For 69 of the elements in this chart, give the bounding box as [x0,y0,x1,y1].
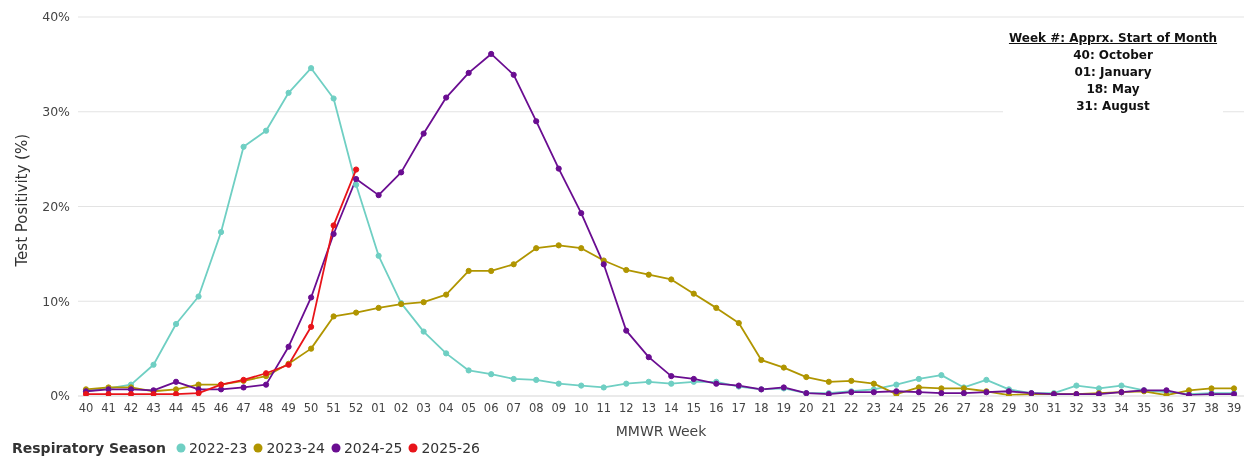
legend-label: 2024-25 [343,440,403,456]
y-tick-label: 40% [42,9,71,25]
x-tick-label: 11 [596,401,612,416]
annotation: 01: January [1073,64,1153,81]
annotation: Week #: Apprx. Start of Month [1007,30,1219,47]
legend-title: Respiratory Season [12,440,166,456]
x-tick-label: 48 [258,401,274,416]
x-tick-label: 38 [1204,401,1219,416]
x-tick-label: 47 [236,401,251,416]
x-tick-label: 06 [483,401,499,416]
annotation: 40: October [1072,47,1154,64]
x-tick-label: 31 [1046,401,1062,416]
x-tick-label: 04 [438,401,454,416]
x-tick-label: 13 [641,401,657,416]
x-tick-label: 01 [371,401,386,416]
legend-label: 2022-23 [188,440,248,456]
x-tick-label: 39 [1226,401,1242,416]
y-tick-label: 20% [42,198,71,214]
x-tick-label: 07 [506,401,522,416]
x-tick-label: 25 [911,401,927,416]
x-tick-label: 32 [1069,401,1084,416]
x-tick-label: 21 [821,401,837,416]
x-tick-label: 14 [663,401,679,416]
x-tick-label: 41 [101,401,116,416]
x-tick-label: 40 [78,401,94,416]
x-tick-label: 44 [168,401,184,416]
y-tick-label: 30% [42,104,71,120]
x-tick-label: 52 [348,401,364,416]
y-tick-label: 0% [50,388,71,404]
x-tick-label: 16 [708,401,724,416]
y-tick-label: 10% [42,293,71,309]
x-tick-label: 29 [1001,401,1017,416]
x-tick-label: 30 [1024,401,1039,416]
legend-label: 2023-24 [266,440,325,456]
x-tick-label: 36 [1159,401,1174,416]
x-tick-label: 24 [889,401,904,416]
x-axis-title: MMWR Week [615,423,708,439]
x-tick-label: 05 [461,401,476,416]
x-tick-label: 51 [326,401,341,416]
x-tick-label: 49 [281,401,296,416]
x-tick-label: 33 [1091,401,1107,416]
x-tick-label: 09 [551,401,567,416]
x-tick-label: 43 [146,401,161,416]
x-tick-label: 42 [123,401,139,416]
x-tick-label: 45 [191,401,206,416]
x-tick-label: 27 [956,401,972,416]
x-tick-label: 20 [798,401,814,416]
x-tick-label: 28 [979,401,994,416]
x-tick-label: 22 [844,401,859,416]
x-tick-label: 26 [934,401,949,416]
x-tick-label: 46 [213,401,229,416]
x-tick-label: 12 [618,401,634,416]
x-tick-label: 03 [416,401,431,416]
x-tick-label: 15 [686,401,702,416]
x-tick-label: 10 [573,401,589,416]
x-tick-label: 37 [1181,401,1197,416]
x-tick-label: 18 [753,401,769,416]
x-tick-label: 17 [731,401,747,416]
x-tick-label: 19 [776,401,792,416]
legend-label: 2025-26 [421,440,480,456]
x-tick-label: 23 [866,401,882,416]
x-tick-label: 08 [528,401,544,416]
annotation: 18: May [1085,81,1141,98]
annotation: 31: August [1075,98,1151,115]
y-axis-title: Test Positivity (%) [13,133,32,268]
x-tick-label: 50 [303,401,319,416]
x-tick-label: 34 [1114,401,1129,416]
x-tick-label: 02 [393,401,409,416]
x-tick-label: 35 [1136,401,1152,416]
